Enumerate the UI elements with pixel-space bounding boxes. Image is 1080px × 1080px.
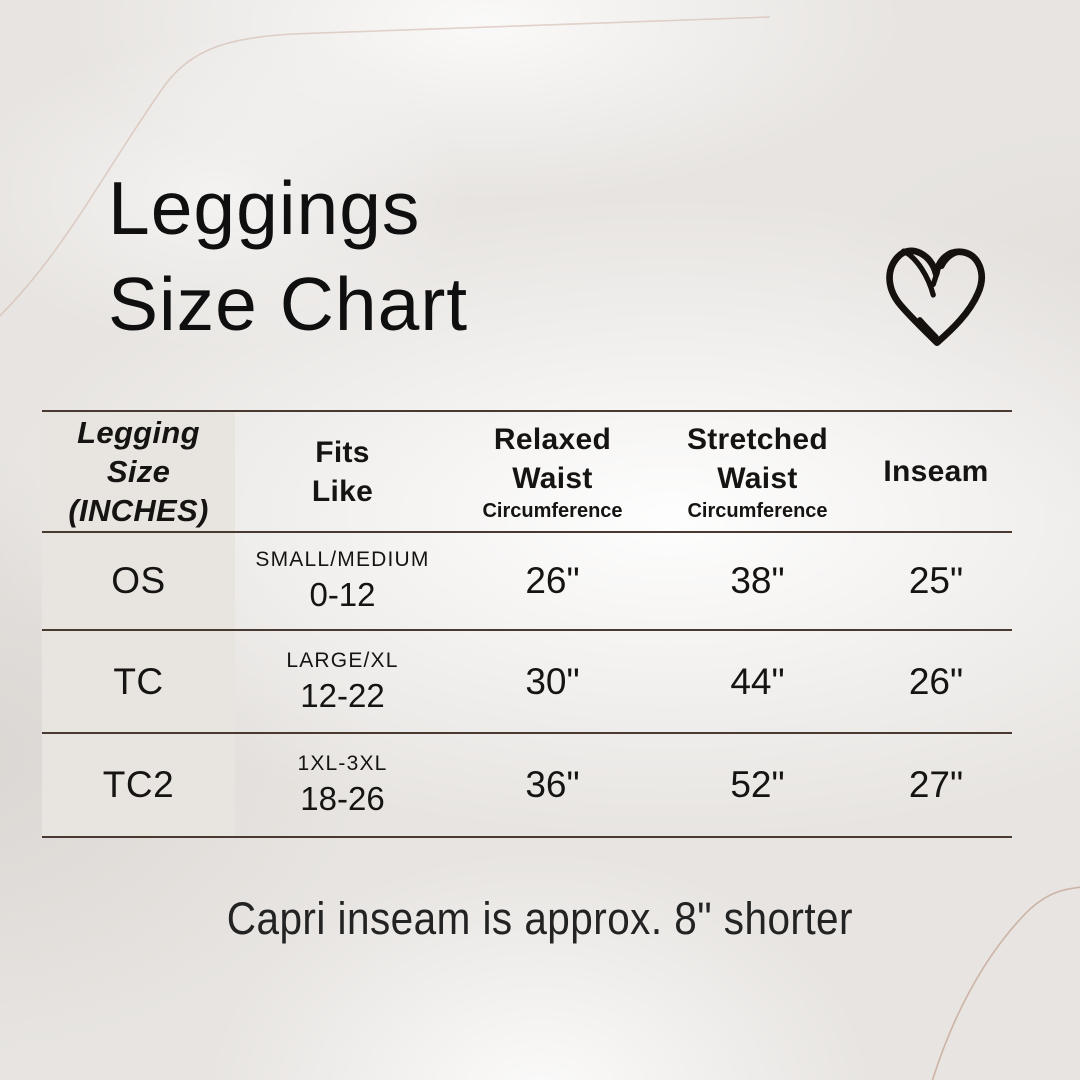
cell-fits-label: LARGE/XL <box>286 648 399 672</box>
row-tc-relaxed-waist: 30" <box>450 631 655 734</box>
row-os-size: OS <box>42 533 235 631</box>
cell-fits-label: 1XL-3XL <box>297 752 388 775</box>
row-os-inseam: 25" <box>860 533 1012 631</box>
cell-fits-range: 18-26 <box>300 780 385 817</box>
cell-text: 27" <box>908 764 964 805</box>
cell-fits-label: SMALL/MEDIUM <box>255 548 430 571</box>
cell-text: OS <box>111 560 166 601</box>
header-legging-size: Legging Size (INCHES) <box>42 412 235 533</box>
row-tc2-stretched-waist: 52" <box>655 734 860 838</box>
header-relaxed-waist: Relaxed Waist Circumference <box>450 412 655 533</box>
top-left-curve-line <box>0 16 771 317</box>
bottom-right-curve-line <box>931 886 1080 1080</box>
header-fits-like: Fits Like <box>235 412 450 533</box>
header-text: Waist <box>512 462 593 495</box>
row-tc2-size: TC2 <box>42 734 235 838</box>
cell-text: 26" <box>525 560 580 601</box>
header-text: Legging Size <box>77 415 200 489</box>
row-tc-fits: LARGE/XL 12-22 <box>235 631 450 734</box>
row-tc2-inseam: 27" <box>860 734 1012 838</box>
header-text: Stretched <box>686 423 829 456</box>
cell-text: 38" <box>730 560 785 601</box>
heart-icon <box>886 247 985 346</box>
header-inseam: Inseam <box>860 412 1012 533</box>
cell-text: 52" <box>730 764 785 805</box>
header-text: (INCHES) <box>68 493 209 528</box>
row-tc-stretched-waist: 44" <box>655 631 860 734</box>
cell-text: 26" <box>908 660 964 702</box>
footer-note-text: Capri inseam is approx. 8" shorter <box>226 893 854 944</box>
row-os-stretched-waist: 38" <box>655 533 860 631</box>
row-tc2-relaxed-waist: 36" <box>450 734 655 838</box>
page-title-line2: Size Chart <box>108 262 469 346</box>
footer-note: Capri inseam is approx. 8" shorter <box>0 893 1080 945</box>
cell-text: TC2 <box>102 764 175 805</box>
header-text: Inseam <box>883 455 989 488</box>
header-text: Like <box>311 474 374 508</box>
header-subtext: Circumference <box>482 500 623 522</box>
cell-text: 25" <box>908 560 964 601</box>
size-table: Legging Size (INCHES) Fits Like Relaxed … <box>42 410 1012 838</box>
header-text: Fits <box>315 435 370 469</box>
row-tc-inseam: 26" <box>860 631 1012 734</box>
page-title-line1: Leggings <box>108 166 421 250</box>
cell-text: 44" <box>730 660 785 702</box>
header-text: Relaxed <box>493 423 612 456</box>
row-tc2-fits: 1XL-3XL 18-26 <box>235 734 450 838</box>
cell-text: TC <box>113 660 164 702</box>
cell-fits-range: 0-12 <box>309 576 376 613</box>
row-os-relaxed-waist: 26" <box>450 533 655 631</box>
cell-text: 30" <box>525 660 580 702</box>
cell-fits-range: 12-22 <box>300 676 385 714</box>
header-subtext: Circumference <box>687 500 828 522</box>
row-os-fits: SMALL/MEDIUM 0-12 <box>235 533 450 631</box>
page-title: Leggings Size Chart <box>108 160 468 352</box>
row-tc-size: TC <box>42 631 235 734</box>
cell-text: 36" <box>525 764 580 805</box>
header-stretched-waist: Stretched Waist Circumference <box>655 412 860 533</box>
header-text: Waist <box>717 462 798 495</box>
